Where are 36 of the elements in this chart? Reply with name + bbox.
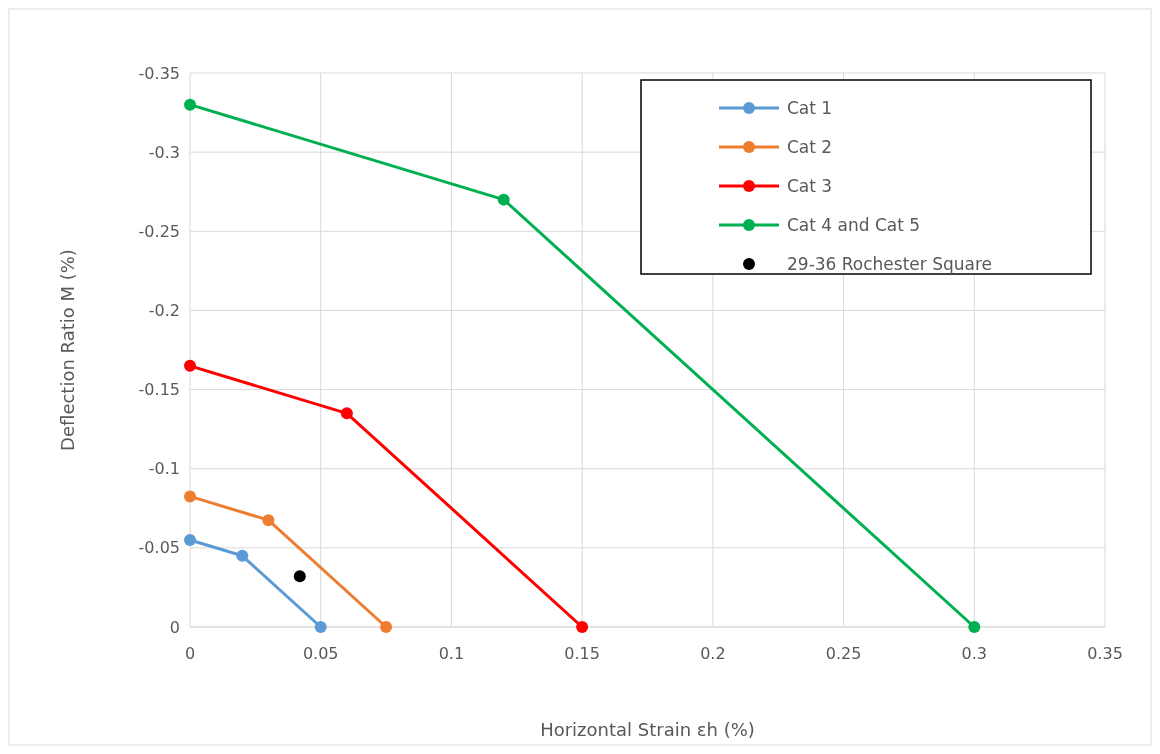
x-tick-label: 0.05	[302, 644, 339, 663]
y-tick-label: 0	[169, 617, 180, 637]
point	[314, 621, 327, 633]
x-tick-label: 0.15	[564, 644, 600, 663]
x-axis-title: Horizontal Strain εh (%)	[540, 719, 755, 740]
y-tick-label: -0.3	[148, 142, 180, 162]
y-axis-title: Deflection Ratio M (%)	[57, 249, 78, 451]
legend-label: 29-36 Rochester Square	[787, 253, 993, 274]
point	[576, 621, 589, 633]
point	[340, 407, 353, 420]
x-tick-label: 0	[184, 644, 196, 663]
x-tick-label: 0.3	[961, 644, 988, 663]
point	[262, 514, 275, 527]
x-tick-label: 0.25	[825, 644, 862, 663]
y-tick-label: -0.15	[138, 380, 180, 400]
y-tick-label: -0.05	[138, 538, 180, 558]
point	[184, 359, 196, 372]
point	[184, 533, 196, 546]
legend-label: Cat 1	[787, 97, 833, 118]
point	[380, 621, 393, 633]
y-tick-label: -0.1	[148, 459, 180, 479]
x-tick-label: 0.2	[700, 644, 726, 663]
point	[968, 621, 981, 633]
y-tick-label: -0.25	[138, 221, 180, 241]
x-tick-label: 0.35	[1087, 644, 1123, 663]
legend-label: Cat 4 and Cat 5	[787, 214, 921, 235]
point	[293, 570, 306, 583]
x-tick-label: 0.1	[438, 644, 465, 663]
point	[184, 490, 196, 503]
point	[236, 549, 249, 562]
point	[184, 98, 196, 111]
y-tick-label: -0.35	[138, 63, 180, 83]
legend-label: Cat 3	[787, 175, 833, 196]
y-tick-label: -0.2	[148, 301, 180, 321]
point	[497, 193, 510, 206]
legend-label: Cat 2	[787, 136, 833, 157]
